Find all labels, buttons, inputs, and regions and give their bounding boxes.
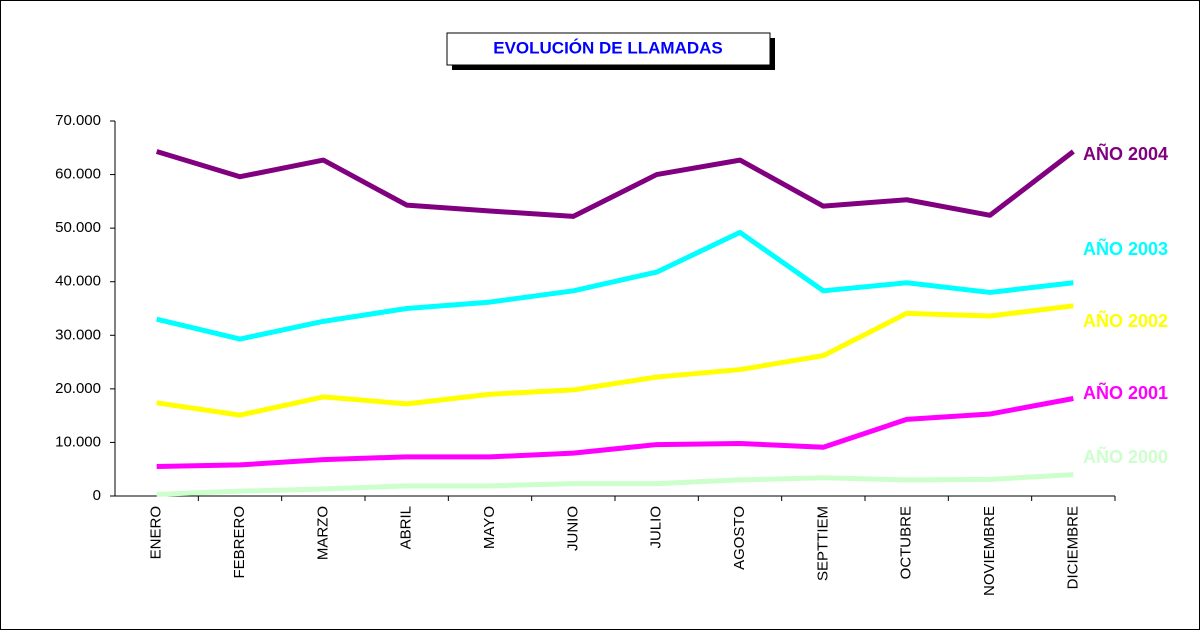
- x-tick-label: JULIO: [648, 506, 665, 549]
- series-line: [156, 229, 1074, 342]
- chart-title: EVOLUCIÓN DE LLAMADAS: [493, 38, 723, 57]
- series-label: AÑO 2004: [1083, 143, 1168, 164]
- y-tick-label: 40.000: [55, 273, 101, 290]
- series-line: [156, 303, 1074, 418]
- x-tick-label: SEPTTIEM: [814, 506, 831, 581]
- series-label: AÑO 2003: [1083, 238, 1168, 259]
- title-box: [446, 32, 771, 66]
- y-tick-label: 20.000: [55, 380, 101, 397]
- series-line: [156, 472, 1074, 497]
- x-tick-label: AGOSTO: [731, 506, 748, 570]
- series-label: AÑO 2001: [1083, 382, 1168, 403]
- y-tick-label: 10.000: [55, 433, 101, 450]
- series-line: [156, 396, 1074, 470]
- y-tick-label: 60.000: [55, 166, 101, 183]
- x-tick-label: MARZO: [314, 506, 331, 560]
- x-tick-label: FEBRERO: [231, 506, 248, 579]
- series-label: AÑO 2002: [1083, 310, 1168, 331]
- x-tick-label: MAYO: [481, 506, 498, 549]
- y-tick-label: 70.000: [55, 112, 101, 129]
- x-tick-label: DICIEMBRE: [1064, 506, 1081, 589]
- x-tick-label: JUNIO: [564, 506, 581, 551]
- series-line: [155, 149, 1075, 219]
- x-tick-label: OCTUBRE: [898, 506, 915, 579]
- x-tick-label: NOVIEMBRE: [981, 506, 998, 596]
- y-tick-label: 50.000: [55, 219, 101, 236]
- y-tick-label: 0: [93, 487, 101, 504]
- y-tick-label: 30.000: [55, 326, 101, 343]
- series-label: AÑO 2000: [1083, 446, 1168, 467]
- x-tick-label: ABRIL: [398, 506, 415, 549]
- x-tick-label: ENERO: [148, 506, 165, 559]
